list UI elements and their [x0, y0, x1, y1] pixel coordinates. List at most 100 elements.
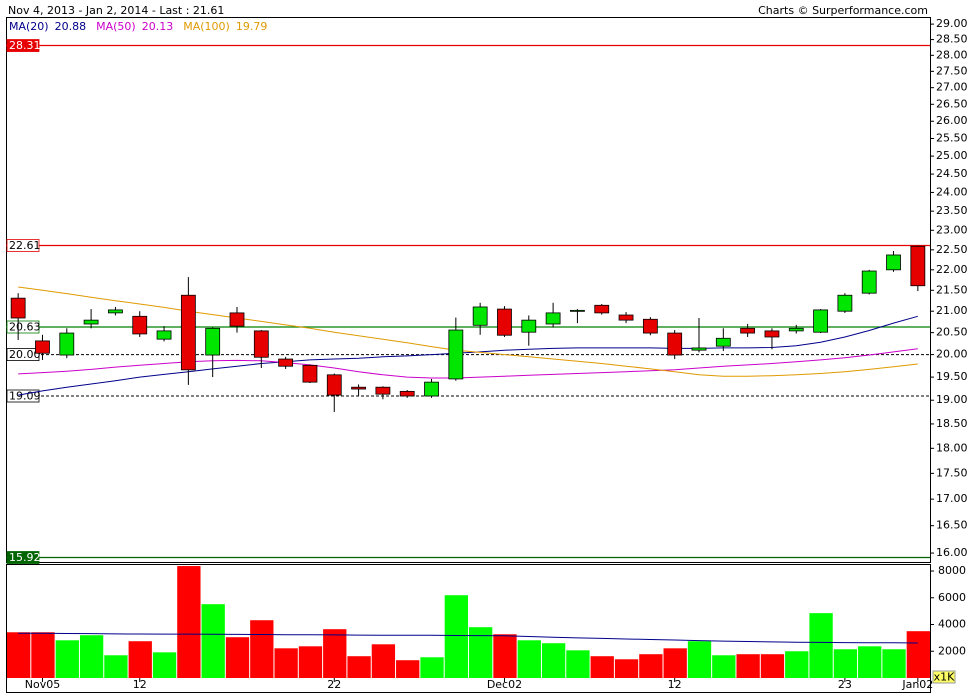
y-tick-label: 25.00 — [936, 149, 968, 162]
volume-unit: x1K — [934, 671, 956, 684]
level-label: 19.09 — [9, 390, 41, 403]
candle-body — [351, 386, 366, 390]
candle-body — [910, 245, 926, 287]
volume-bar — [444, 595, 468, 678]
candle-body — [715, 337, 731, 347]
candle-body — [205, 327, 221, 356]
level-label-box — [6, 551, 40, 564]
candle-body — [424, 381, 439, 397]
candle-body — [837, 294, 853, 312]
volume-bar — [396, 660, 420, 678]
volume-bar — [687, 641, 712, 678]
unit-box — [932, 670, 956, 684]
level-label-box — [6, 239, 40, 252]
volume-bar — [225, 637, 250, 678]
candle-body — [156, 330, 172, 340]
volume-bar — [809, 613, 833, 678]
candle-body — [472, 306, 488, 326]
candle-body — [764, 330, 780, 338]
x-tick-label: Nov05 — [25, 678, 60, 691]
legend-name: MA(50) — [96, 20, 136, 33]
volume-bar — [7, 632, 31, 678]
volume-bar — [298, 646, 323, 678]
volume-bar — [201, 604, 225, 678]
volume-bar — [712, 655, 736, 678]
candle-body — [229, 312, 245, 327]
y-tick-label: 28.50 — [936, 33, 968, 46]
candle-body — [326, 374, 342, 396]
legend-name: MA(100) — [183, 20, 230, 33]
candle-body — [813, 309, 828, 333]
level-label: 15.92 — [9, 551, 41, 564]
y-tick-label: 19.00 — [936, 393, 968, 406]
y-tick-label: 17.50 — [936, 466, 968, 479]
y-tick-label: 24.00 — [936, 185, 968, 198]
volume-bar — [323, 629, 347, 678]
volume-panel — [6, 564, 931, 693]
ma-line — [18, 286, 918, 377]
volume-bar — [639, 654, 663, 678]
candle-body — [35, 340, 50, 354]
volume-bar — [833, 649, 858, 678]
volume-bar — [250, 620, 274, 678]
volume-bar — [420, 657, 444, 678]
volume-bar — [177, 566, 201, 678]
y-tick-label: 26.50 — [936, 97, 968, 110]
candle-body — [642, 318, 658, 334]
y-tick-label: 21.50 — [936, 283, 968, 296]
y-tick-label: 17.00 — [936, 492, 968, 505]
candle-body — [788, 327, 804, 332]
ma-line — [18, 315, 918, 396]
y-tick-label: 29.00 — [936, 17, 968, 30]
volume-average — [18, 632, 918, 644]
y-tick-label: 24.50 — [936, 167, 968, 180]
y-tick-label: 21.00 — [936, 304, 968, 317]
volume-bar — [517, 640, 541, 678]
x-tick-label: 12 — [133, 678, 147, 691]
x-tick-label: 22 — [327, 678, 341, 691]
level-label-box — [6, 348, 40, 361]
level-label: 20.63 — [9, 321, 41, 334]
y-tick-label: 28.00 — [936, 48, 968, 61]
volume-bar — [469, 627, 493, 678]
candle-body — [375, 386, 391, 395]
volume-bar — [79, 635, 104, 678]
y-tick-label: 22.00 — [936, 263, 968, 276]
x-tick-label: Dec02 — [487, 678, 522, 691]
volume-tick-label: 2000 — [938, 644, 966, 657]
level-label: 20.00 — [9, 348, 41, 361]
x-tick-label: 12 — [668, 678, 682, 691]
x-tick-label: Jan02 — [901, 678, 933, 691]
volume-tick-label: 8000 — [938, 564, 966, 577]
volume-bar — [55, 640, 79, 678]
y-tick-label: 23.50 — [936, 204, 968, 217]
volume-bar — [274, 648, 298, 678]
volume-bar — [614, 659, 639, 678]
ma-line — [18, 348, 918, 379]
candle-body — [594, 304, 610, 314]
candle-body — [448, 329, 464, 380]
volume-bar — [663, 648, 687, 678]
credit: Charts © Surperformance.com — [758, 4, 928, 17]
volume-bar — [152, 652, 177, 678]
y-tick-label: 19.50 — [936, 370, 968, 383]
y-tick-label: 26.00 — [936, 114, 968, 127]
volume-bar — [104, 655, 128, 678]
candle-body — [278, 358, 294, 367]
candle-body — [691, 347, 707, 351]
candle-body — [399, 390, 415, 397]
candle-body — [667, 332, 683, 356]
volume-bar — [493, 634, 517, 678]
y-tick-label: 27.00 — [936, 81, 968, 94]
volume-bar — [785, 651, 809, 678]
level-label: 22.61 — [9, 239, 41, 252]
volume-bar — [858, 646, 882, 678]
y-tick-label: 25.50 — [936, 132, 968, 145]
level-label-box — [6, 39, 40, 52]
level-label-box — [6, 320, 40, 334]
volume-bar — [760, 654, 785, 678]
volume-bar — [590, 656, 614, 678]
candle-body — [108, 309, 123, 314]
candle-body — [886, 254, 901, 271]
